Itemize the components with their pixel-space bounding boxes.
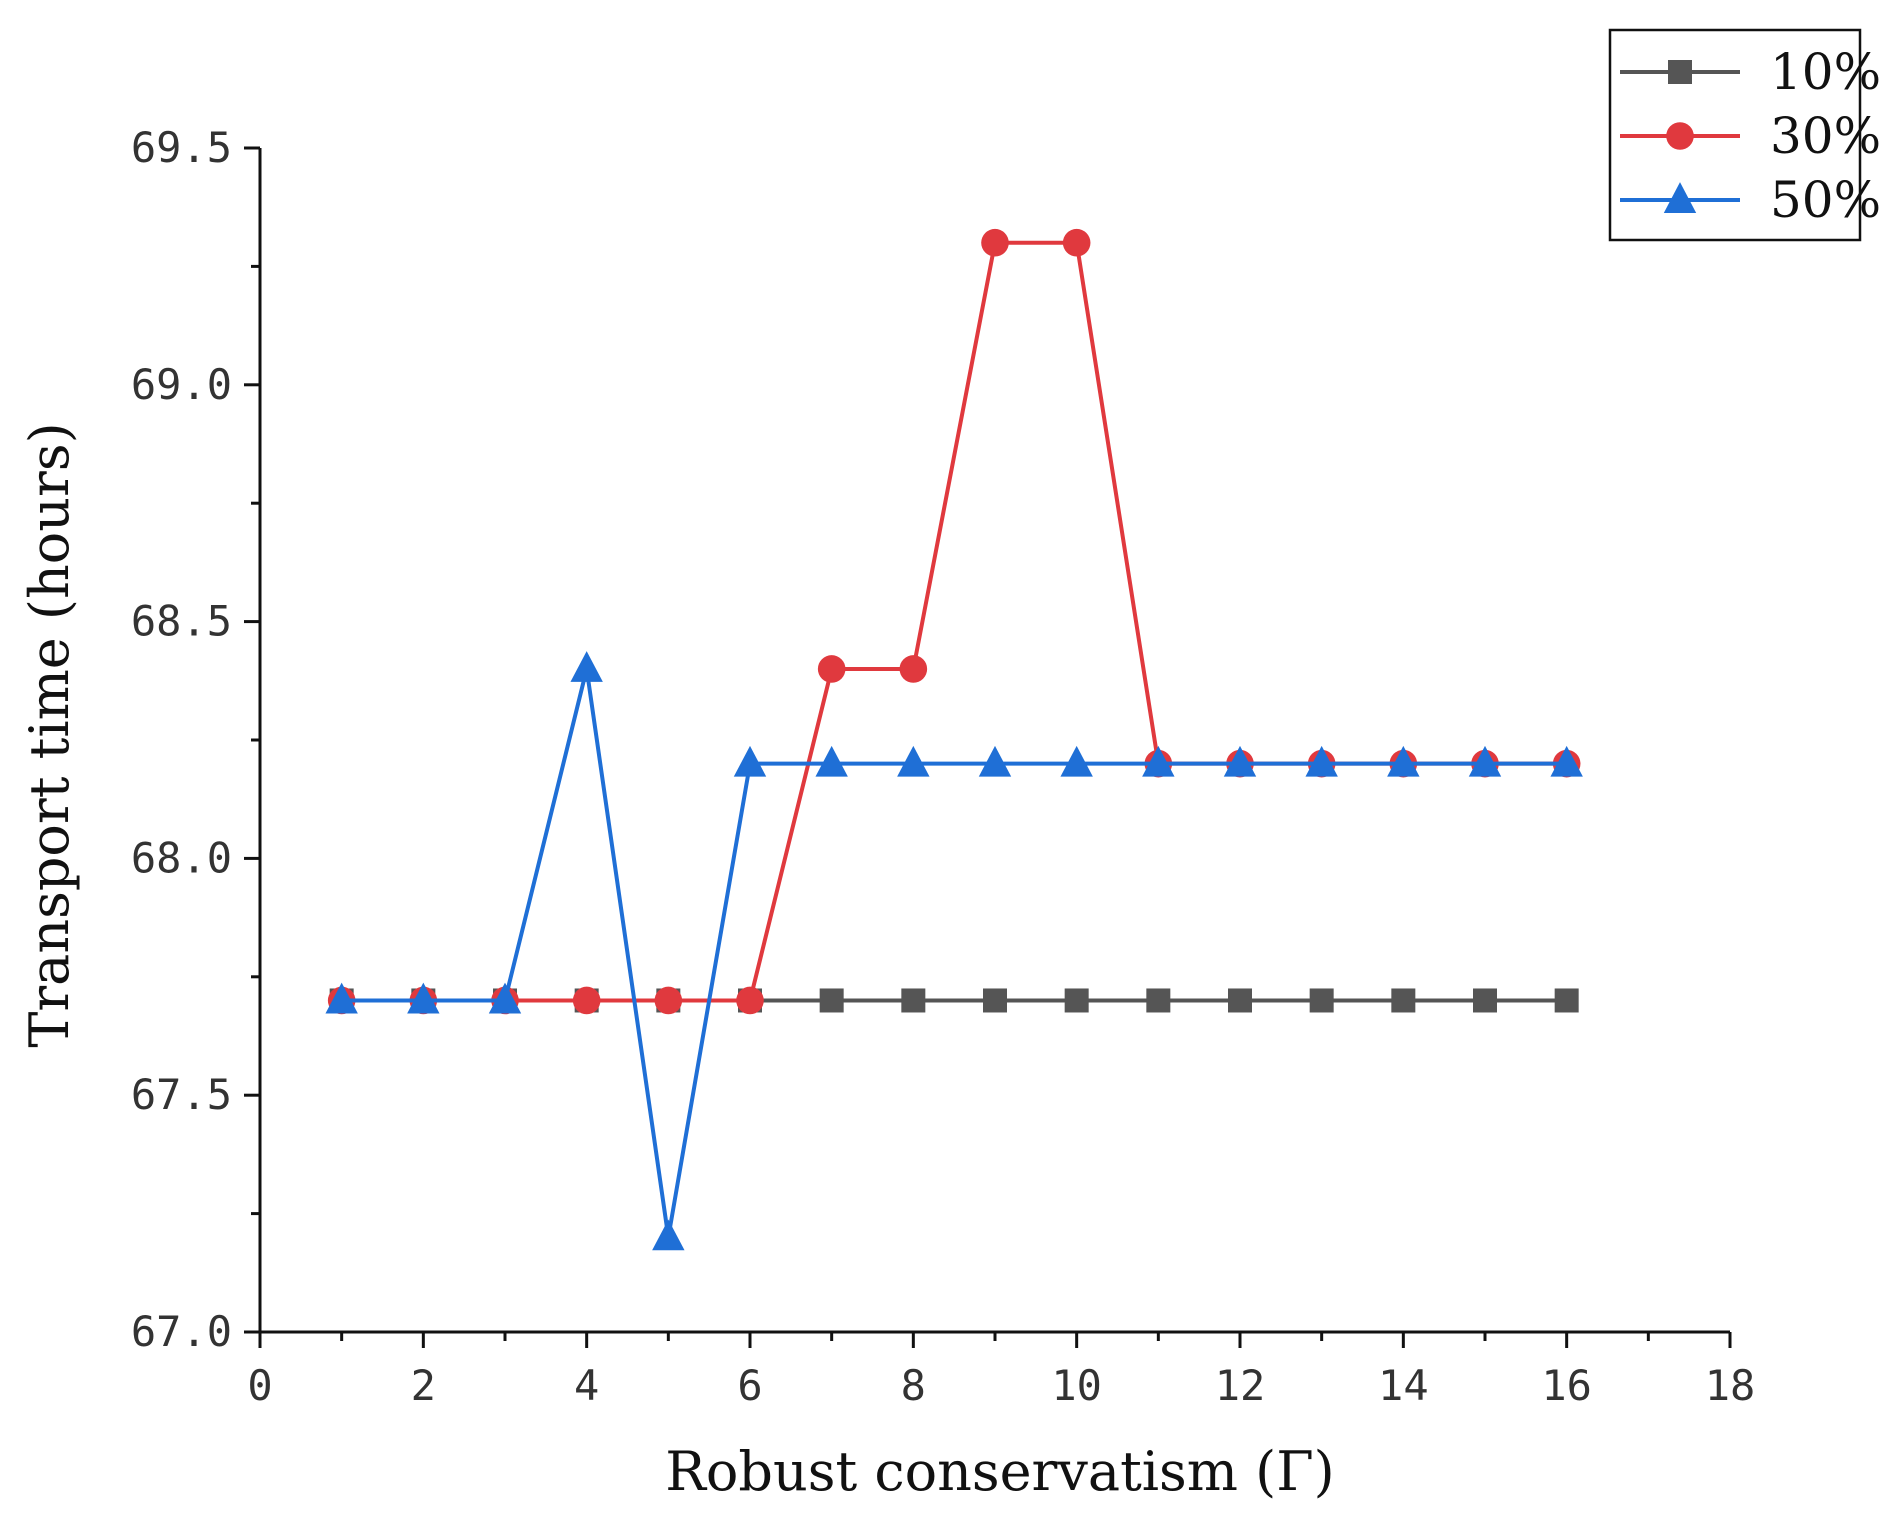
- x-tick-label: 0: [247, 1361, 272, 1410]
- x-axis-title: Robust conservatism (Γ): [665, 1440, 1334, 1503]
- x-tick-label: 10: [1051, 1361, 1102, 1410]
- data-point-30pct: [736, 986, 764, 1015]
- data-point-50pct: [488, 982, 522, 1014]
- data-point-10pct: [1391, 988, 1416, 1013]
- legend-label-50pct: 50%: [1770, 171, 1881, 229]
- x-tick-label: 12: [1215, 1361, 1266, 1410]
- legend-marker-50pct: [1663, 182, 1697, 213]
- data-point-10pct: [1554, 988, 1579, 1013]
- axes-layer: 0 2 4 6 8 10 12 14 16 18 67.0 67.5 68.0 68.5 69.0 69.5: [131, 123, 1755, 1410]
- y-tick-label: 69.5: [131, 123, 232, 172]
- y-tick-label: 67.0: [131, 1307, 232, 1356]
- x-tick-label: 2: [411, 1361, 436, 1410]
- x-tick-label: 16: [1541, 1361, 1592, 1410]
- data-point-10pct: [1064, 988, 1089, 1013]
- data-point-50pct: [1468, 745, 1502, 777]
- data-point-50pct: [652, 1219, 685, 1251]
- data-point-50pct: [815, 745, 848, 777]
- y-axis-title: Transport time (hours): [18, 422, 81, 1047]
- data-point-50pct: [325, 982, 358, 1014]
- data-point-30pct: [817, 655, 846, 683]
- data-point-50pct: [1305, 745, 1338, 777]
- data-point-50pct: [1142, 745, 1175, 777]
- series-50pct: [325, 651, 1583, 1251]
- x-tick-label: 6: [737, 1361, 762, 1410]
- x-tick-label: 8: [901, 1361, 926, 1410]
- data-point-10pct: [1146, 988, 1171, 1013]
- x-tick-label: 14: [1378, 1361, 1429, 1410]
- y-tick-label: 69.0: [131, 360, 232, 409]
- x-tick-label: 4: [574, 1361, 599, 1410]
- data-point-10pct: [983, 988, 1007, 1013]
- data-point-50pct: [897, 745, 930, 777]
- data-point-10pct: [901, 988, 926, 1013]
- legend-label-30pct: 30%: [1770, 107, 1881, 165]
- data-point-10pct: [819, 988, 844, 1013]
- series-line-30pct: [341, 240, 1567, 1003]
- data-point-10pct: [1228, 988, 1252, 1013]
- y-tick-label: 68.0: [131, 833, 232, 882]
- x-tick-label: 18: [1705, 1361, 1756, 1410]
- data-point-30pct: [899, 655, 928, 683]
- legend-marker-30pct: [1666, 122, 1694, 150]
- legend-marker-10pct: [1668, 60, 1692, 84]
- data-point-30pct: [572, 986, 601, 1015]
- data-point-50pct: [978, 745, 1012, 777]
- data-point-50pct: [570, 651, 603, 682]
- legend-label-10pct: 10%: [1770, 43, 1881, 101]
- data-point-30pct: [654, 986, 683, 1015]
- series-line-50pct: [341, 666, 1567, 1240]
- series-layer: [325, 228, 1583, 1251]
- data-point-50pct: [407, 982, 440, 1014]
- data-point-50pct: [1387, 745, 1420, 777]
- data-point-10pct: [1473, 988, 1497, 1013]
- y-tick-label: 68.5: [131, 597, 232, 646]
- legend: 10% 30% 50%: [1608, 28, 1881, 242]
- data-point-10pct: [1309, 988, 1334, 1013]
- series-30pct: [327, 228, 1581, 1015]
- data-point-50pct: [1060, 745, 1093, 777]
- y-tick-label: 67.5: [131, 1070, 232, 1119]
- data-point-50pct: [733, 745, 767, 777]
- data-point-30pct: [1062, 228, 1091, 257]
- data-point-50pct: [1223, 745, 1257, 777]
- data-point-30pct: [981, 228, 1009, 257]
- data-point-50pct: [1550, 745, 1583, 777]
